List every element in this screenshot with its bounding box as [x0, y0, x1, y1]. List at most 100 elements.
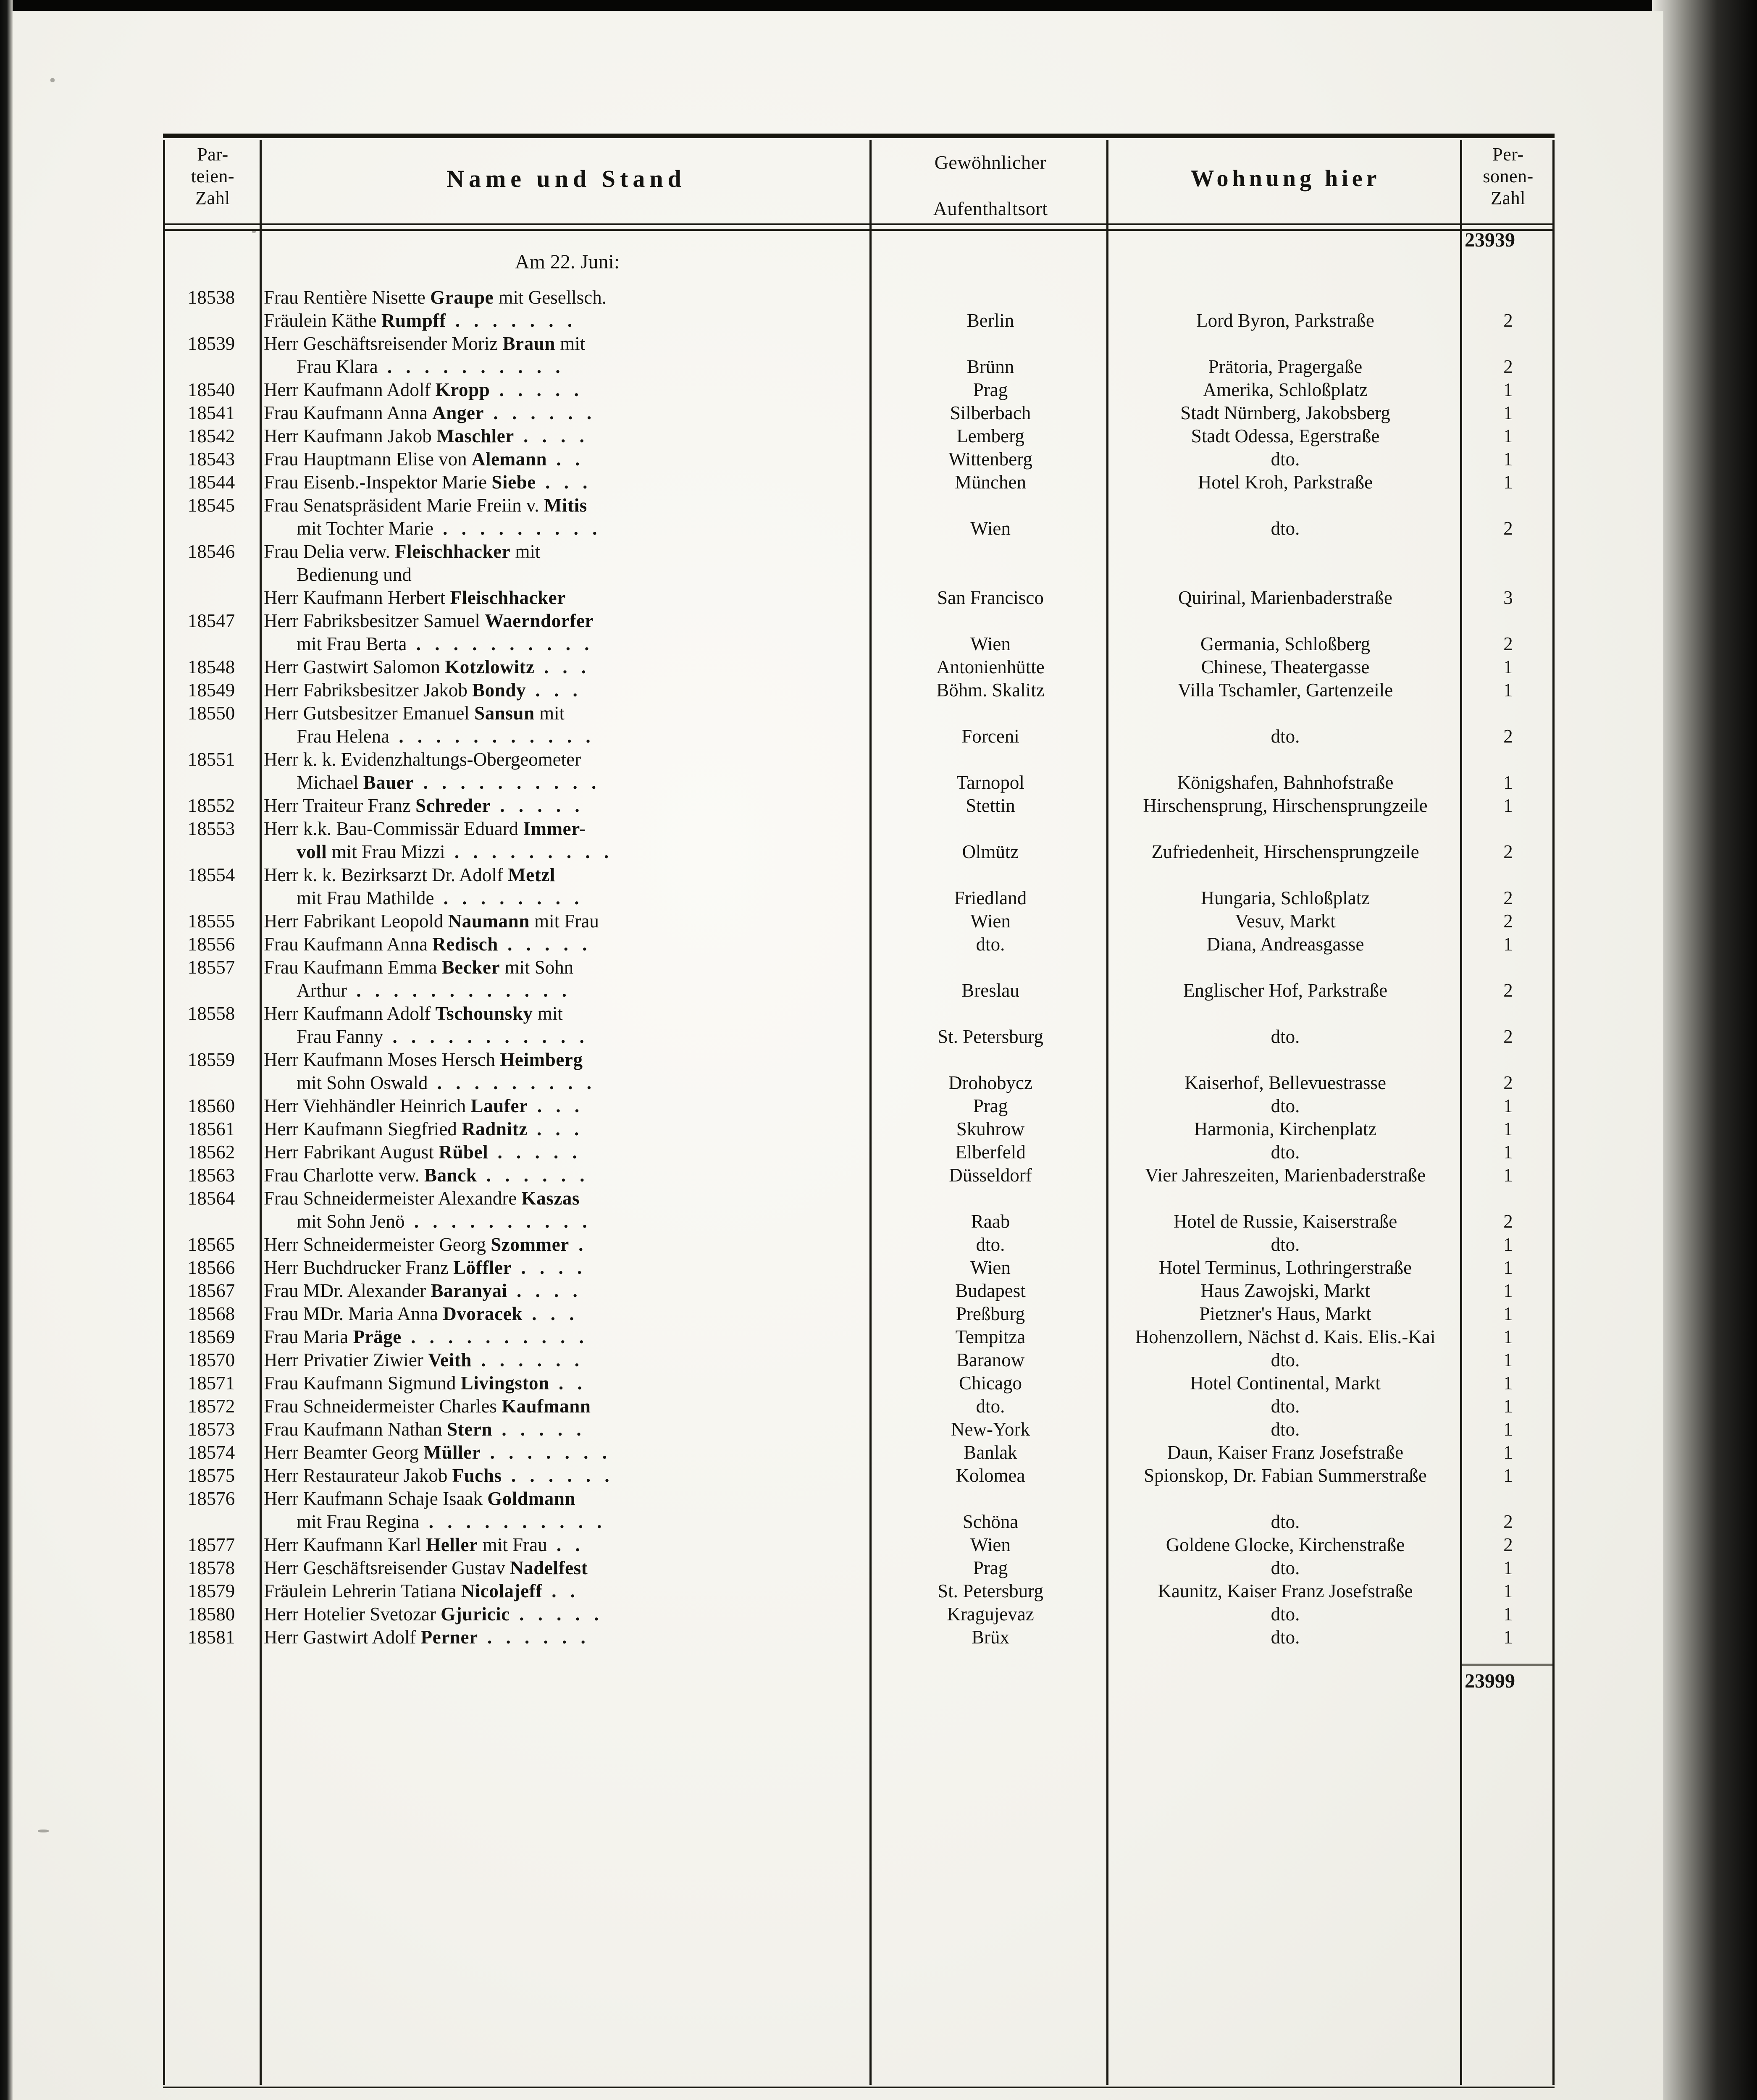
leader-dots: . . . . .	[491, 795, 584, 816]
row-wohnung-hier: Diana, Andreasgasse	[1206, 934, 1364, 955]
row-wohnung-hier: Hohenzollern, Nächst d. Kais. Elis.-Kai	[1135, 1326, 1436, 1347]
row-parteien-zahl: 18558	[187, 1003, 235, 1024]
row-name-line: Herr Privatier Ziwier Veith . . . . . .	[264, 1349, 584, 1370]
row-wohnung-hier: Hotel Terminus, Lothringerstraße	[1158, 1257, 1412, 1278]
row-aufenthaltsort: Tarnopol	[956, 772, 1024, 793]
leader-dots: . .	[547, 449, 585, 470]
row-wohnung-hier: Daun, Kaiser Franz Josefstraße	[1167, 1442, 1404, 1463]
row-wohnung-hier: dto.	[1271, 1095, 1300, 1116]
row-wohnung-hier: dto.	[1271, 1349, 1300, 1370]
row-parteien-zahl: 18573	[187, 1419, 235, 1440]
leader-dots: . . . . . . .	[446, 310, 577, 331]
row-wohnung-hier: dto.	[1271, 518, 1300, 539]
row-name-line: Herr k. k. Bezirksarzt Dr. Adolf Metzl	[264, 864, 556, 885]
row-wohnung-hier: Spionskop, Dr. Fabian Summerstraße	[1144, 1465, 1427, 1486]
row-aufenthaltsort: Silberbach	[950, 402, 1031, 423]
row-aufenthaltsort: Chicago	[959, 1373, 1022, 1394]
row-wohnung-hier: Vier Jahreszeiten, Marienbaderstraße	[1145, 1165, 1426, 1186]
row-personen-zahl: 1	[1503, 1303, 1513, 1324]
header-personen-line2: sonen-	[1483, 165, 1534, 186]
row-aufenthaltsort: Antonienhütte	[936, 656, 1045, 677]
guest-surname: Stern	[447, 1419, 493, 1440]
row-personen-zahl: 2	[1503, 980, 1513, 1001]
row-name-line: Frau Kaufmann Nathan Stern . . . . .	[264, 1419, 586, 1440]
guest-surname: Becker	[441, 957, 500, 978]
leader-dots: . . . .	[507, 1280, 582, 1301]
scan-edge-left	[0, 0, 13, 2100]
row-personen-zahl: 1	[1503, 1627, 1513, 1648]
row-aufenthaltsort: Breslau	[961, 980, 1019, 1001]
row-wohnung-hier: dto.	[1271, 1396, 1300, 1417]
row-personen-zahl: 1	[1503, 934, 1513, 955]
guest-surname: Baranyai	[431, 1280, 507, 1301]
table-bottom-rule	[163, 2087, 1555, 2088]
row-personen-zahl: 1	[1503, 1557, 1513, 1578]
row-name-line: Frau MDr. Maria Anna Dvoracek . . .	[264, 1303, 579, 1324]
row-wohnung-hier: Königshafen, Bahnhofstraße	[1177, 772, 1394, 793]
row-aufenthaltsort: Kragujevaz	[947, 1604, 1034, 1625]
guest-surname: Alemann	[471, 449, 547, 470]
header-rule-upper	[163, 223, 1555, 225]
row-personen-zahl: 2	[1503, 1026, 1513, 1047]
header-personen-line1: Per-	[1492, 144, 1524, 165]
row-personen-zahl: 1	[1503, 1442, 1513, 1463]
row-wohnung-hier: Harmonia, Kirchenplatz	[1194, 1118, 1377, 1139]
leader-dots: . . . . . . . . . .	[407, 633, 594, 654]
leader-dots: . . . . .	[490, 379, 583, 400]
row-wohnung-hier: dto.	[1271, 1557, 1300, 1578]
row-aufenthaltsort: Düsseldorf	[949, 1165, 1032, 1186]
row-wohnung-hier: Hotel de Russie, Kaiserstraße	[1173, 1211, 1397, 1232]
row-wohnung-hier: Haus Zawojski, Markt	[1200, 1280, 1370, 1301]
guest-surname: Laufer	[470, 1095, 528, 1116]
header-wohnung-hier: Wohnung hier	[1190, 165, 1381, 192]
guest-surname: Müller	[423, 1442, 481, 1463]
header-parteien-zahl: Par- teien- Zahl	[165, 144, 260, 209]
row-aufenthaltsort: Brüx	[972, 1627, 1009, 1648]
scan-edge-top	[0, 0, 1757, 11]
row-wohnung-hier: Zufriedenheit, Hirschensprungzeile	[1151, 841, 1419, 862]
leader-dots: . . . . . . . . . . .	[383, 1026, 589, 1047]
guest-surname: Sansun	[474, 703, 535, 724]
row-name-line: Frau Hauptmann Elise von Alemann . .	[264, 449, 585, 470]
row-personen-zahl: 1	[1503, 449, 1513, 470]
row-aufenthaltsort: Prag	[973, 1095, 1008, 1116]
row-name-line: Herr Restaurateur Jakob Fuchs . . . . . …	[264, 1465, 614, 1486]
header-aufenthalt-line2: Aufenthaltsort	[933, 198, 1048, 220]
guest-surname: Rumpff	[381, 310, 446, 331]
row-name-line: mit Frau Regina . . . . . . . . . .	[297, 1511, 607, 1532]
guest-surname: Radnitz	[462, 1118, 528, 1139]
guest-surname: Rübel	[439, 1142, 488, 1163]
table-top-rule	[163, 134, 1555, 138]
leader-dots: . . .	[534, 656, 591, 677]
row-wohnung-hier: Goldene Glocke, Kirchenstraße	[1166, 1534, 1405, 1555]
row-parteien-zahl: 18543	[187, 449, 235, 470]
row-wohnung-hier: Chinese, Theatergasse	[1201, 656, 1370, 677]
leader-dots: . . . . . . . . .	[428, 1072, 596, 1093]
header-personen-line3: Zahl	[1491, 187, 1526, 208]
row-parteien-zahl: 18572	[187, 1396, 235, 1417]
guest-register-table: Par- teien- Zahl Name und Stand Gewöhnli…	[163, 134, 1555, 2088]
row-name-line: Herr Gastwirt Adolf Perner . . . . . .	[264, 1627, 590, 1648]
row-wohnung-hier: Lord Byron, Parkstraße	[1196, 310, 1374, 331]
row-name-line: Herr Fabrikant August Rübel . . . . .	[264, 1142, 582, 1163]
guest-surname: Graupe	[430, 287, 494, 308]
leader-dots: . .	[542, 1580, 580, 1601]
row-aufenthaltsort: Budapest	[955, 1280, 1026, 1301]
row-personen-zahl: 1	[1503, 1396, 1513, 1417]
leader-dots: . . . . . . . . . . . .	[347, 980, 571, 1001]
guest-surname: Gjuricic	[441, 1604, 510, 1625]
leader-dots: . . .	[526, 680, 582, 701]
row-parteien-zahl: 18551	[187, 749, 235, 770]
scan-edge-right	[1652, 0, 1757, 2100]
row-personen-zahl: 1	[1503, 1580, 1513, 1601]
paper-sheet	[13, 11, 1663, 2100]
row-wohnung-hier: Vesuv, Markt	[1235, 911, 1336, 932]
row-name-line: Herr Kaufmann Adolf Kropp . . . . .	[264, 379, 583, 400]
row-name-line: Herr Fabriksbesitzer Jakob Bondy . . .	[264, 680, 582, 701]
row-aufenthaltsort: Baranow	[956, 1349, 1025, 1370]
guest-surname: Redisch	[432, 934, 498, 955]
row-name-line: Frau Charlotte verw. Banck . . . . . .	[264, 1165, 589, 1186]
row-parteien-zahl: 18546	[187, 541, 235, 562]
row-name-line: Herr Kaufmann Adolf Tschounsky mit	[264, 1003, 563, 1024]
row-name-line: Frau Kaufmann Emma Becker mit Sohn	[264, 957, 574, 978]
